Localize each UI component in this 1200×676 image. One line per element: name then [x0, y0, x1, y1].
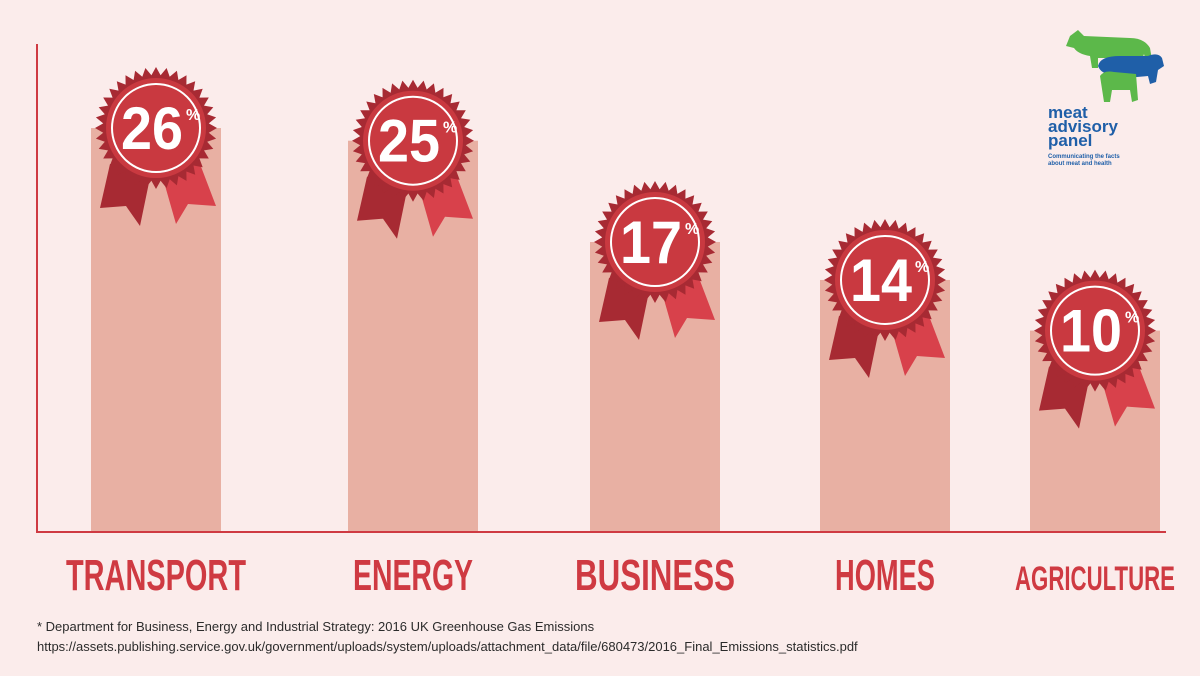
value-suffix-transport: %	[186, 107, 200, 124]
badge-ring-transport	[106, 78, 206, 179]
source-line1: * Department for Business, Energy and In…	[37, 619, 595, 634]
logo-tagline1: Communicating the facts	[1048, 154, 1120, 160]
badge-ring-energy	[363, 90, 463, 191]
cow-pig-logo-icon	[1066, 30, 1164, 102]
value-label-homes: 14	[850, 247, 913, 314]
badge-inner-ring-homes	[840, 234, 930, 325]
badge-inner-ring-business	[610, 196, 700, 287]
logo-line2: advisory	[1048, 117, 1118, 136]
badge-ring-business	[605, 191, 705, 292]
logo-line3: panel	[1048, 131, 1093, 150]
value-suffix-agriculture: %	[1125, 310, 1139, 327]
badge-ring-agriculture	[1045, 280, 1145, 381]
badge-inner-ring-energy	[368, 95, 458, 186]
value-label-business: 17	[620, 209, 682, 276]
logo-tagline: Communicating the facts about meat and h…	[1048, 154, 1178, 168]
value-suffix-business: %	[685, 221, 699, 238]
badge-inner-ring-transport	[111, 83, 201, 174]
value-label-energy: 25	[378, 108, 440, 175]
meat-advisory-panel-logo: meat advisory panel Communicating the fa…	[1040, 26, 1170, 167]
badge-ring-homes	[835, 229, 935, 330]
category-label-agriculture: AGRICULTURE	[1015, 560, 1175, 598]
category-label-transport: TRANSPORT	[66, 551, 246, 600]
source-line2: https://assets.publishing.service.gov.uk…	[37, 639, 858, 654]
category-label-homes: HOMES	[835, 551, 935, 600]
badge-inner-ring-agriculture	[1050, 285, 1140, 376]
category-label-energy: ENERGY	[353, 551, 473, 600]
value-label-transport: 26	[121, 95, 183, 162]
logo-line1: meat	[1048, 103, 1088, 122]
logo-tagline2: about meat and health	[1048, 161, 1112, 167]
value-suffix-energy: %	[443, 120, 457, 137]
source-note: * Department for Business, Energy and In…	[37, 617, 858, 657]
value-suffix-homes: %	[915, 259, 929, 276]
value-label-agriculture: 10	[1060, 298, 1122, 365]
logo-wordmark: meat advisory panel	[1048, 103, 1118, 150]
category-label-business: BUSINESS	[575, 551, 735, 600]
